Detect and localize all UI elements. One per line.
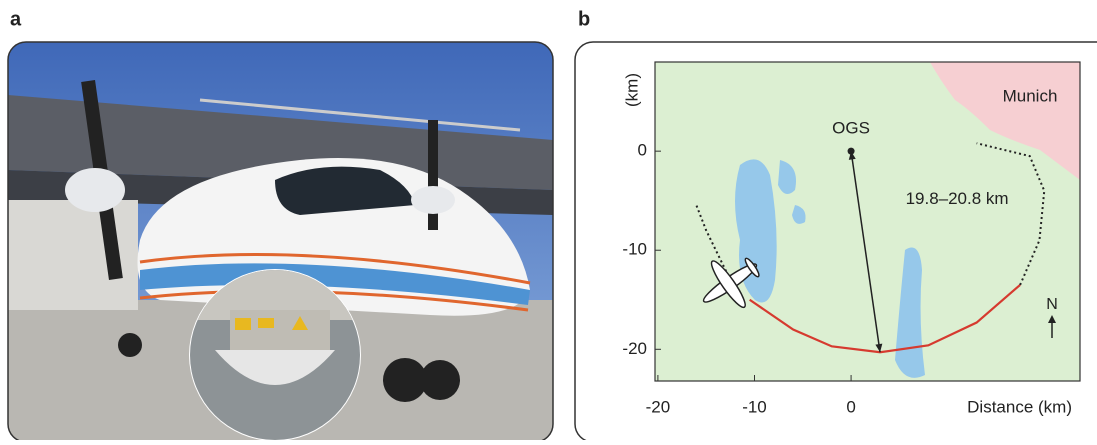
page: {"figure": {"panel_labels": ["a", "b"]},… — [0, 0, 1097, 440]
site-point — [848, 148, 855, 155]
photo — [8, 42, 553, 440]
x-axis-label: Distance (km) — [967, 397, 1072, 416]
panel-label: b — [578, 8, 590, 30]
y-axis-label: (km) — [622, 73, 641, 107]
figure: a b — [0, 0, 1097, 440]
y-tick-label: 0 — [638, 141, 647, 160]
y-tick-label: -20 — [622, 339, 647, 358]
site-label: OGS — [832, 119, 870, 138]
y-tick-label: -10 — [622, 240, 647, 259]
place-label: Munich — [1003, 86, 1058, 105]
panel-label: a — [10, 8, 22, 30]
x-tick-label: -10 — [742, 397, 767, 416]
x-tick-label: 0 — [846, 397, 855, 416]
x-tick-label: -20 — [646, 397, 671, 416]
north-label: N — [1046, 296, 1058, 313]
distance-label: 19.8–20.8 km — [906, 189, 1009, 208]
